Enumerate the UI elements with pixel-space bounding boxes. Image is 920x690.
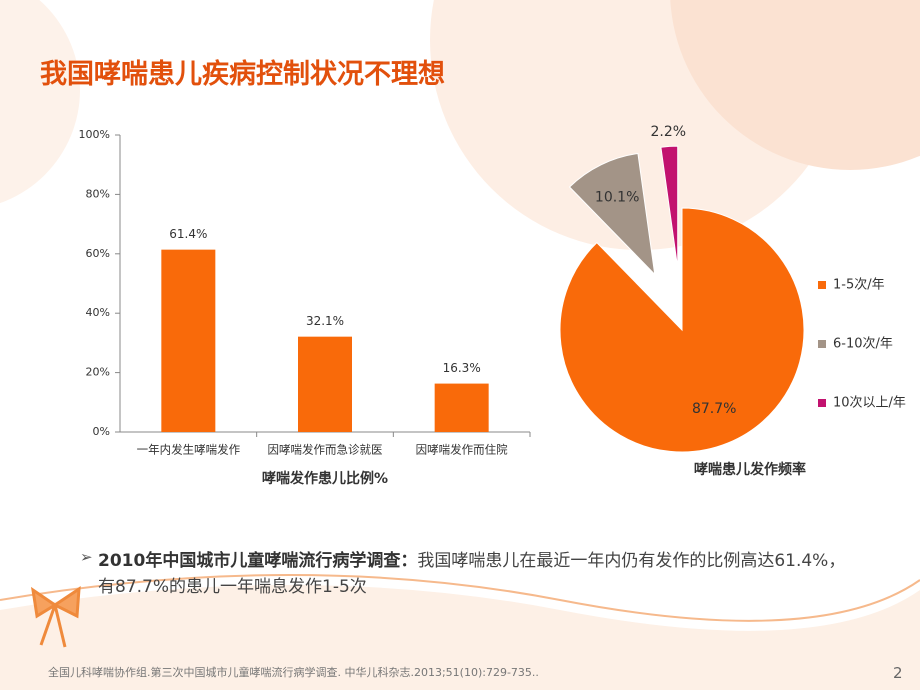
y-tick-label: 60% — [86, 247, 110, 260]
value-label: 61.4% — [169, 227, 207, 241]
legend-swatch — [818, 340, 826, 348]
value-label: 32.1% — [306, 314, 344, 328]
x-tick-label: 因哮喘发作而急诊就医 — [268, 443, 383, 457]
bar — [298, 336, 352, 432]
y-tick-label: 20% — [86, 366, 110, 379]
footnote: 全国儿科哮喘协作组.第三次中国城市儿童哮喘流行病学调查. 中华儿科杂志.2013… — [48, 666, 539, 679]
legend-label: 6-10次/年 — [833, 336, 893, 352]
decor-line — [0, 574, 920, 622]
legend-swatch — [818, 399, 826, 407]
bullet-lead: 2010年中国城市儿童哮喘流行病学调查： — [98, 551, 418, 571]
x-tick-label: 一年内发生哮喘发作 — [137, 443, 241, 457]
bullet-text: 2010年中国城市儿童哮喘流行病学调查：我国哮喘患儿在最近一年内仍有发作的比例高… — [98, 548, 858, 600]
value-label: 10.1% — [595, 190, 639, 206]
bar — [161, 249, 216, 432]
y-tick-label: 100% — [79, 128, 110, 141]
value-label: 2.2% — [650, 124, 686, 140]
y-tick-label: 0% — [93, 425, 110, 438]
bar — [434, 383, 489, 432]
y-tick-label: 80% — [86, 187, 110, 200]
pie-slice — [559, 207, 805, 453]
x-tick-label: 因哮喘发作而住院 — [416, 443, 508, 457]
slide-title: 我国哮喘患儿疾病控制状况不理想 — [40, 59, 445, 90]
bullet-marker: ➢ — [80, 548, 93, 566]
page-number: 2 — [893, 664, 903, 682]
value-label: 87.7% — [692, 401, 736, 417]
decor-circle — [0, 0, 80, 204]
legend-label: 1-5次/年 — [833, 277, 885, 293]
decor-circle — [670, 0, 920, 170]
bullet-body: 我国哮喘患儿在最近一年内仍有发作的比例高达61.4%，有87.7%的患儿一年喘息… — [98, 551, 846, 597]
chart-title: 哮喘患儿发作频率 — [694, 461, 806, 478]
y-tick-label: 40% — [86, 306, 110, 319]
decor-bow — [30, 586, 81, 648]
decor-wave — [0, 585, 920, 690]
value-label: 16.3% — [443, 361, 481, 375]
legend-label: 10次以上/年 — [833, 395, 906, 411]
x-axis-label: 哮喘发作患儿比例% — [262, 470, 388, 487]
legend-swatch — [818, 281, 826, 289]
pie-slice — [568, 152, 656, 276]
pie-slice — [660, 145, 679, 269]
